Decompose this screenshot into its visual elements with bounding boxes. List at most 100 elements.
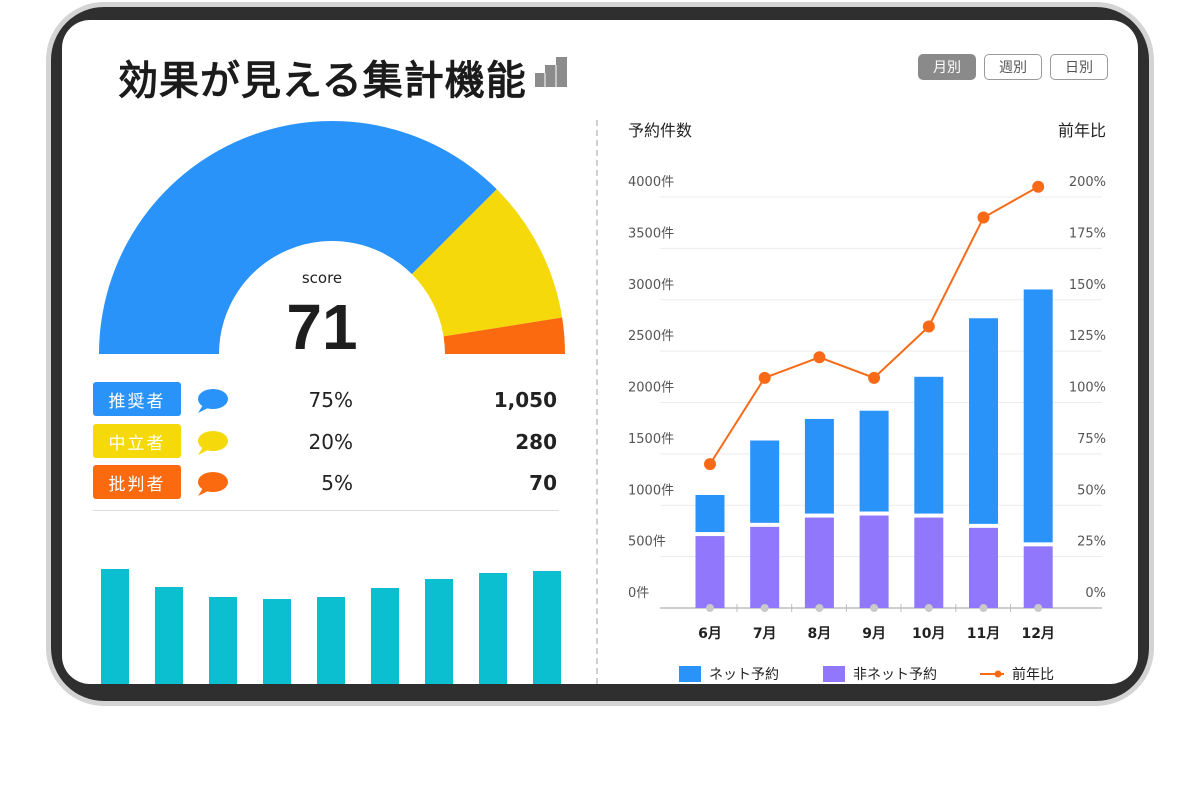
mini-bar [425, 579, 453, 684]
legend-net: ネット予約 [679, 664, 779, 684]
y-tick-label-left: 0件 [628, 586, 649, 601]
gauge-segment [411, 189, 563, 337]
passive-count: 280 [515, 430, 557, 454]
x-tick-dot [924, 604, 933, 612]
page-title: 効果が見える集計機能 [118, 58, 527, 104]
detractor-row: 批判者 5% 70 [93, 465, 558, 499]
y-tick-label-right: 75% [1077, 432, 1106, 447]
x-tick-label: 7月 [753, 626, 777, 642]
passive-row: 中立者 20% 280 [93, 424, 558, 458]
passive-percent: 20% [308, 430, 353, 454]
legend-yoy-label: 前年比 [1012, 667, 1054, 683]
yoy-point [813, 351, 826, 364]
x-tick-dot [706, 604, 714, 612]
bar-chart-icon [535, 57, 567, 87]
legend-non-net: 非ネット予約 [823, 664, 937, 684]
bar-non-net [914, 517, 944, 608]
y-tick-label-right: 200% [1069, 175, 1106, 190]
y-tick-label-left: 1000件 [628, 483, 674, 498]
x-tick-dot [815, 604, 824, 612]
mini-bar [101, 569, 129, 684]
score-gauge [99, 120, 565, 355]
y-axis-title-left: 予約件数 [628, 121, 692, 140]
legend-non-net-label: 非ネット予約 [853, 667, 937, 683]
score-label: score [301, 269, 343, 287]
bar-net [859, 410, 889, 512]
promoter-count: 1,050 [493, 388, 557, 412]
x-tick-label: 12月 [1021, 626, 1054, 642]
bar-net [695, 494, 725, 533]
bar-non-net [859, 515, 889, 608]
mini-bar [317, 597, 345, 684]
bar-net [804, 418, 834, 514]
yoy-point [977, 211, 990, 224]
mini-bar-chart [101, 569, 561, 684]
legend-yoy: 前年比 [980, 664, 1054, 684]
line-marker-icon [980, 670, 1004, 678]
tab-monthly[interactable]: 月別 [918, 54, 976, 80]
x-tick-dot [979, 604, 988, 612]
x-tick-label: 11月 [967, 626, 1000, 642]
y-tick-label-left: 500件 [628, 535, 666, 550]
gauge-segment [443, 317, 565, 354]
promoter-percent: 75% [308, 388, 353, 412]
x-tick-label: 8月 [808, 626, 832, 642]
y-tick-label-right: 0% [1085, 586, 1106, 601]
y-tick-label-left: 3500件 [628, 226, 674, 241]
promoter-badge: 推奨者 [93, 382, 181, 416]
y-tick-label-right: 150% [1069, 278, 1106, 293]
mini-bar [533, 571, 561, 684]
bar-net [1023, 289, 1053, 543]
detractor-badge: 批判者 [93, 465, 181, 499]
y-axis-title-right: 前年比 [1058, 121, 1106, 140]
y-tick-label-left: 1500件 [628, 432, 674, 447]
y-tick-label-right: 125% [1069, 329, 1106, 344]
mini-bar [155, 587, 183, 684]
mini-bar [263, 599, 291, 684]
bar-net [914, 376, 944, 514]
y-tick-label-left: 2000件 [628, 381, 674, 396]
x-tick-label: 9月 [862, 626, 886, 642]
yoy-point [868, 371, 881, 384]
x-tick-dot [760, 604, 769, 612]
x-tick-label: 10月 [912, 626, 945, 642]
speech-bubble-icon [198, 431, 228, 455]
score-value: 71 [286, 291, 358, 363]
yoy-point [704, 458, 716, 471]
y-tick-label-right: 50% [1077, 483, 1106, 498]
bar-non-net [969, 527, 998, 608]
tab-daily[interactable]: 日別 [1050, 54, 1108, 80]
speech-bubble-icon [198, 472, 228, 496]
legend-swatch [823, 666, 845, 682]
bar-non-net [1023, 546, 1053, 608]
bar-non-net [695, 536, 725, 608]
period-tabs: 月別 週別 日別 [918, 54, 1108, 80]
y-tick-label-right: 100% [1069, 381, 1106, 396]
gauge-segment [99, 120, 497, 355]
section-divider [93, 510, 559, 511]
yoy-point [758, 371, 771, 384]
y-tick-label-left: 3000件 [628, 278, 674, 293]
bar-net [969, 318, 998, 524]
speech-bubble-icon [198, 389, 228, 413]
mini-bar [371, 588, 399, 684]
x-tick-dot [1034, 604, 1043, 612]
x-tick-dot [870, 604, 879, 612]
reservation-chart: 予約件数 前年比 0件 0% 500件 25% 1000件 50% 1500件 75% 2000件 1… [628, 121, 1106, 642]
panel-separator [596, 120, 598, 684]
mini-bar [479, 573, 507, 684]
dashboard-screen: 効果が見える集計機能 月別 週別 日別 score 71 推奨者 75% 1,0… [62, 20, 1138, 684]
detractor-count: 70 [529, 471, 557, 495]
bar-non-net [804, 517, 834, 608]
promoter-row: 推奨者 75% 1,050 [93, 382, 558, 416]
y-tick-label-right: 25% [1077, 535, 1106, 550]
legend-net-label: ネット予約 [709, 667, 779, 683]
mini-bar [209, 597, 237, 684]
x-tick-label: 6月 [698, 626, 722, 642]
yoy-point [1032, 180, 1045, 193]
y-tick-label-left: 2500件 [628, 329, 674, 344]
detractor-percent: 5% [321, 471, 353, 495]
yoy-point [922, 320, 935, 333]
tab-weekly[interactable]: 週別 [984, 54, 1042, 80]
passive-badge: 中立者 [93, 424, 181, 458]
